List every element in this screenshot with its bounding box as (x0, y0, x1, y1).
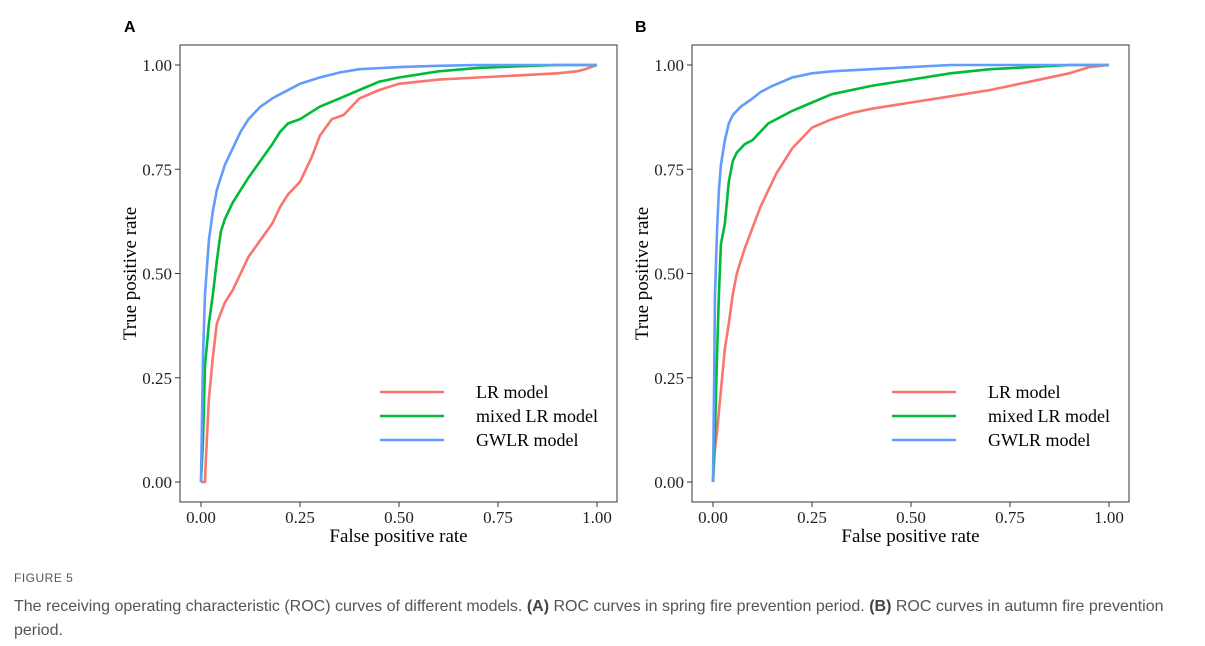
x-tick-label: 0.00 (698, 508, 728, 527)
roc-line-gwlr (199, 63, 597, 483)
caption-intro: The receiving operating characteristic (… (14, 598, 523, 615)
y-tick-label: 0.00 (654, 473, 684, 492)
caption-a-tag: (A) (526, 598, 550, 615)
roc-line-mixed-lr (711, 63, 1109, 483)
y-tick-label: 0.75 (654, 160, 684, 179)
legend: LR model mixed LR model GWLR model (380, 382, 598, 450)
x-tick-label: 0.50 (384, 508, 414, 527)
legend-label: GWLR model (988, 430, 1090, 450)
y-axis-title: True positive rate (632, 207, 653, 340)
y-tick-label: 0.25 (142, 369, 172, 388)
x-axis-title: False positive rate (329, 526, 467, 547)
x-tick-label: 0.25 (285, 508, 315, 527)
panel-letter: A (124, 19, 136, 36)
x-tick-label: 1.00 (582, 508, 612, 527)
x-tick-label: 0.00 (186, 508, 216, 527)
caption-a-text: ROC curves in spring fire prevention per… (553, 598, 865, 615)
x-tick-label: 0.75 (483, 508, 513, 527)
x-tick-label: 0.25 (797, 508, 827, 527)
panel-b: B 0.00 0.25 0.50 0.75 1.00 0.00 0.25 0.50 0.75 1.0… (632, 19, 1130, 547)
x-axis-title: False positive rate (841, 526, 979, 547)
x-tick-label: 0.75 (995, 508, 1025, 527)
panel-a: A 0.00 0.25 0.50 0.75 1.00 0.00 0.25 0.50 0.75 1.0… (120, 19, 618, 547)
legend-label: mixed LR model (476, 406, 598, 426)
y-tick-label: 1.00 (142, 56, 172, 75)
y-tick-label: 1.00 (654, 56, 684, 75)
y-tick-label: 0.25 (654, 369, 684, 388)
legend-label: mixed LR model (988, 406, 1110, 426)
roc-line-gwlr (711, 63, 1109, 483)
x-tick-label: 0.50 (896, 508, 926, 527)
caption-b-text: ROC curves in autumn fire prevention per… (14, 598, 1164, 639)
y-tick-label: 0.00 (142, 473, 172, 492)
y-tick-label: 0.50 (654, 265, 684, 284)
y-tick-label: 0.50 (142, 265, 172, 284)
panel-letter: B (635, 19, 647, 36)
legend-label: LR model (476, 382, 549, 402)
legend-label: LR model (988, 382, 1061, 402)
legend-label: GWLR model (476, 430, 578, 450)
figure-label: FIGURE 5 (14, 571, 74, 585)
roc-line-mixed-lr (199, 63, 597, 483)
roc-line-lr (711, 63, 1110, 483)
y-axis-title: True positive rate (120, 207, 141, 340)
caption-b-tag: (B) (869, 598, 892, 615)
roc-line-lr (201, 63, 598, 484)
legend: LR model mixed LR model GWLR model (892, 382, 1110, 450)
figure-caption: The receiving operating characteristic (… (14, 595, 1194, 643)
y-tick-label: 0.75 (142, 160, 172, 179)
x-tick-label: 1.00 (1094, 508, 1124, 527)
